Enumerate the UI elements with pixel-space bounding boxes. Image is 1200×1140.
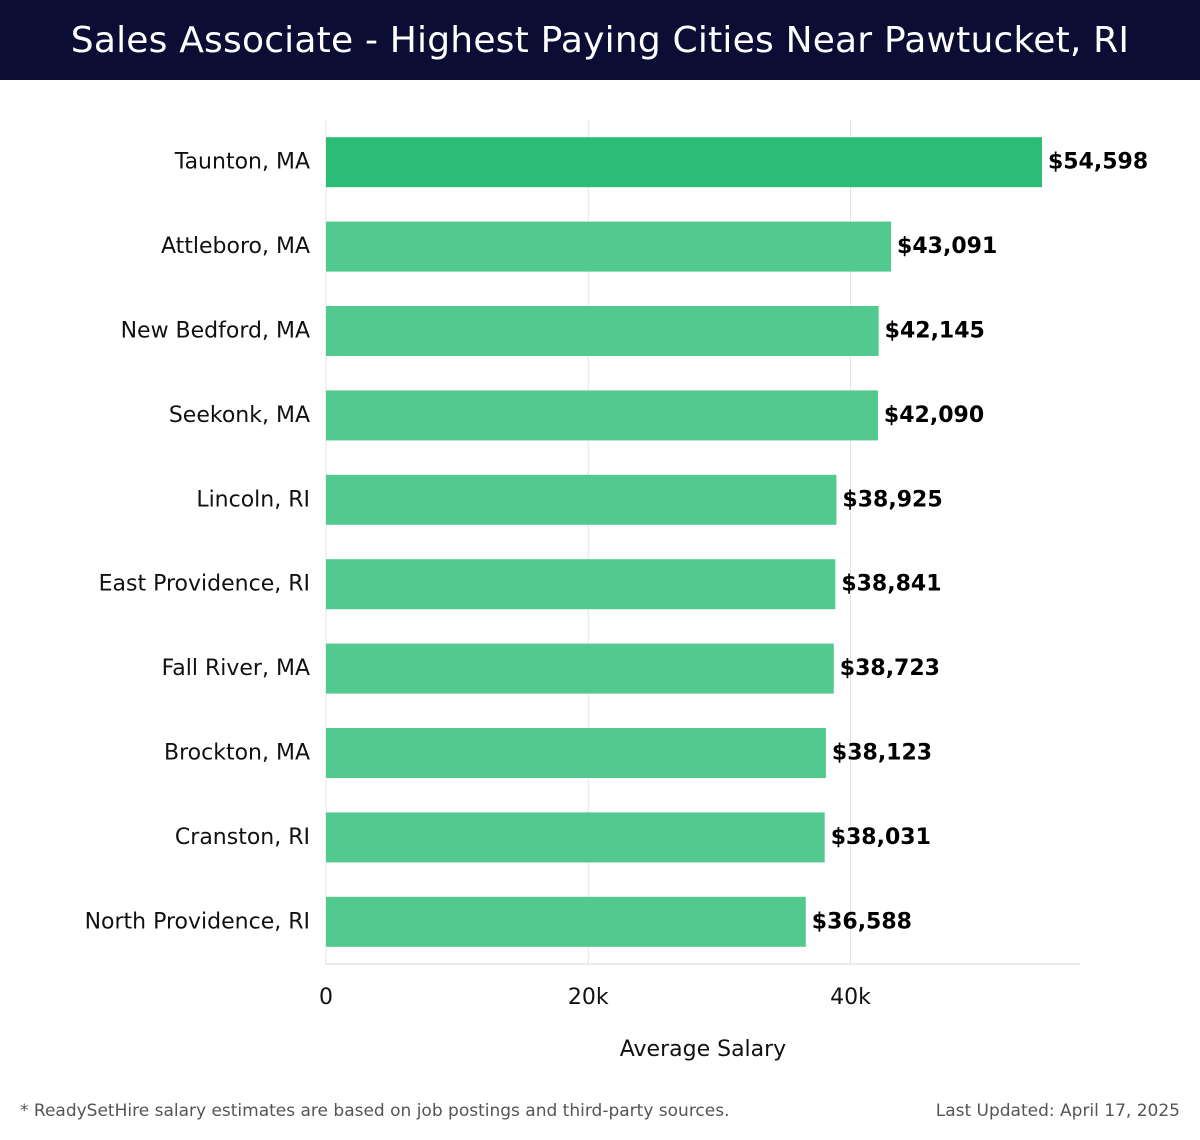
value-label-9: $36,588 <box>812 909 912 934</box>
value-label-3: $42,090 <box>884 403 984 428</box>
bar-1 <box>326 221 892 272</box>
last-updated: Last Updated: April 17, 2025 <box>935 1101 1180 1121</box>
x-tick-label-0: 0 <box>319 985 333 1010</box>
category-label-1: Attleboro, MA <box>161 234 310 259</box>
bar-8 <box>326 812 825 863</box>
x-tick-label-1: 20k <box>568 985 609 1010</box>
bar-0 <box>326 137 1042 188</box>
x-tick-label-2: 40k <box>830 985 871 1010</box>
category-label-3: Seekonk, MA <box>169 403 310 428</box>
bar-5 <box>326 559 836 610</box>
category-label-2: New Bedford, MA <box>121 319 310 344</box>
chart-title: Sales Associate - Highest Paying Cities … <box>70 19 1130 61</box>
bar-2 <box>326 306 879 356</box>
category-label-6: Fall River, MA <box>162 656 310 681</box>
value-label-4: $38,925 <box>842 487 942 512</box>
footer-note: * ReadySetHire salary estimates are base… <box>20 1101 730 1121</box>
value-label-8: $38,031 <box>831 825 931 850</box>
value-label-2: $42,145 <box>885 319 985 344</box>
value-label-1: $43,091 <box>897 234 997 259</box>
value-label-0: $54,598 <box>1048 150 1148 175</box>
bar-6 <box>326 643 834 694</box>
bar-3 <box>326 390 878 441</box>
category-label-9: North Providence, RI <box>85 909 310 934</box>
category-label-8: Cranston, RI <box>175 825 310 850</box>
category-label-7: Brockton, MA <box>164 741 310 766</box>
value-label-7: $38,123 <box>832 741 932 766</box>
bar-7 <box>326 728 826 778</box>
category-label-0: Taunton, MA <box>174 150 310 175</box>
x-axis-title: Average Salary <box>620 1037 786 1062</box>
value-label-6: $38,723 <box>840 656 940 681</box>
category-label-4: Lincoln, RI <box>196 487 310 512</box>
bar-9 <box>326 896 806 947</box>
bar-chart: Taunton, MA $54,598 Attleboro, MA $43,091 Ne… <box>85 120 1148 1062</box>
category-label-5: East Providence, RI <box>99 572 310 597</box>
chart-header: Sales Associate - Highest Paying Cities … <box>0 0 1200 80</box>
value-label-5: $38,841 <box>841 572 941 597</box>
bar-4 <box>326 474 837 525</box>
